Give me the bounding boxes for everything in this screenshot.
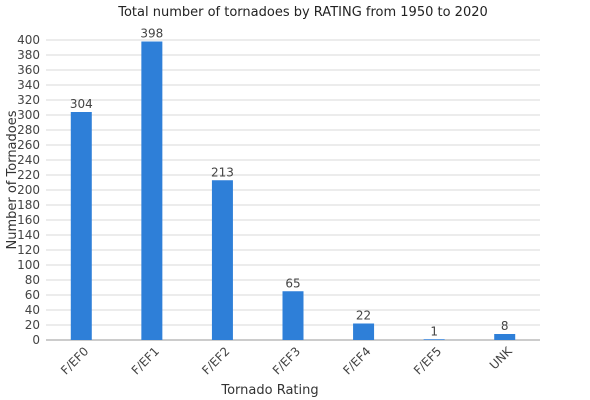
y-tick-label: 300 xyxy=(17,108,40,122)
gridlines xyxy=(46,39,540,341)
y-tick-label: 280 xyxy=(17,123,40,137)
bar xyxy=(70,112,92,340)
data-label: 213 xyxy=(211,165,234,179)
y-tick-label: 20 xyxy=(25,318,40,332)
x-tick-label: F/EF3 xyxy=(270,344,303,377)
y-tick-label: 100 xyxy=(17,258,40,272)
y-tick-label: 80 xyxy=(25,273,40,287)
bars xyxy=(70,41,516,340)
chart-title: Total number of tornadoes by RATING from… xyxy=(117,5,488,20)
x-tick-label: F/EF1 xyxy=(129,344,162,377)
data-label: 8 xyxy=(501,319,509,333)
y-tick-label: 400 xyxy=(17,33,40,47)
y-tick-label: 120 xyxy=(17,243,40,257)
y-axis-title: Number of Tornadoes xyxy=(5,110,20,249)
y-tick-label: 40 xyxy=(25,303,40,317)
data-label: 65 xyxy=(285,276,300,290)
bar xyxy=(494,334,516,340)
bar xyxy=(141,41,163,340)
y-tick-label: 200 xyxy=(17,183,40,197)
bar xyxy=(211,180,233,340)
y-tick-labels: 0204060801001201401601802002202402602803… xyxy=(17,33,40,347)
y-tick-label: 160 xyxy=(17,213,40,227)
y-tick-label: 0 xyxy=(32,333,40,347)
y-tick-label: 340 xyxy=(17,78,40,92)
data-label: 304 xyxy=(70,97,93,111)
data-label: 22 xyxy=(356,309,371,323)
bar xyxy=(282,291,304,340)
bar xyxy=(423,339,445,340)
x-tick-label: F/EF5 xyxy=(411,344,444,377)
y-tick-label: 320 xyxy=(17,93,40,107)
y-tick-label: 60 xyxy=(25,288,40,302)
x-tick-label: F/EF0 xyxy=(58,344,91,377)
y-tick-label: 220 xyxy=(17,168,40,182)
x-tick-labels: F/EF0 F/EF1 F/EF2 F/EF3 F/EF4 F/EF5 UNK xyxy=(58,343,516,377)
y-tick-label: 240 xyxy=(17,153,40,167)
y-tick-label: 140 xyxy=(17,228,40,242)
bar xyxy=(353,323,375,340)
x-axis-title: Tornado Rating xyxy=(220,383,318,398)
x-tick-label: F/EF2 xyxy=(199,344,232,377)
x-tick-label: F/EF4 xyxy=(340,344,373,377)
x-tick-label: UNK xyxy=(487,343,516,372)
y-tick-label: 360 xyxy=(17,63,40,77)
y-tick-label: 180 xyxy=(17,198,40,212)
data-labels: 304 398 213 65 22 1 8 xyxy=(70,27,509,339)
y-tick-label: 380 xyxy=(17,48,40,62)
data-label: 1 xyxy=(430,324,438,338)
y-tick-label: 260 xyxy=(17,138,40,152)
data-label: 398 xyxy=(140,27,163,41)
